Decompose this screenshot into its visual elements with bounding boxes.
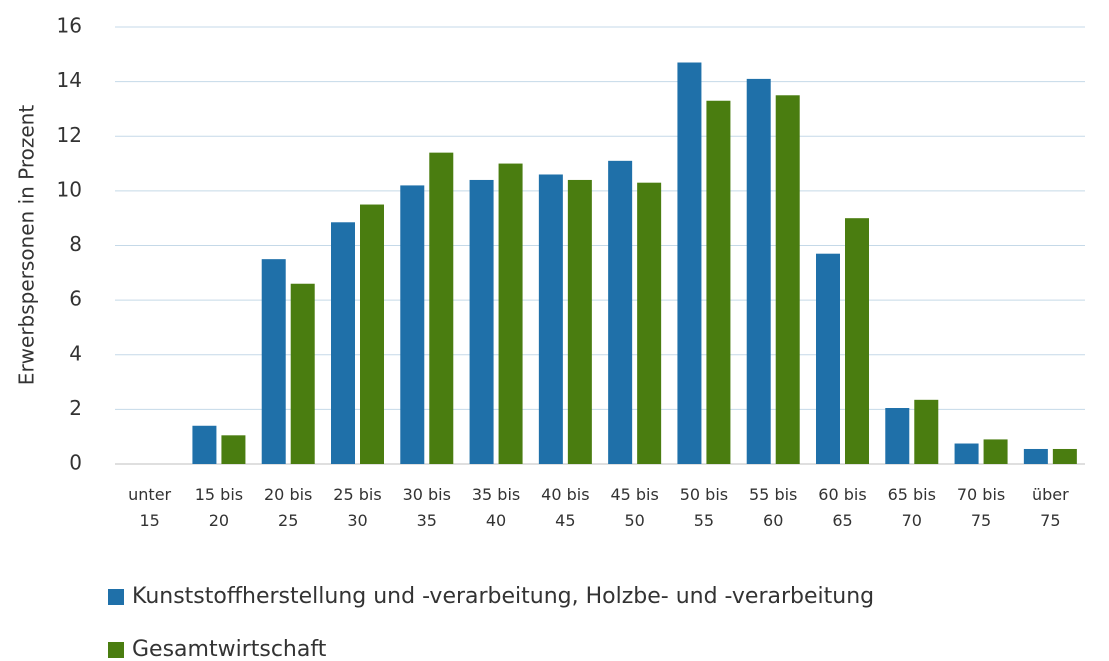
x-tick-label: unter 15 bbox=[128, 485, 172, 530]
bar bbox=[637, 182, 662, 464]
bar bbox=[677, 62, 702, 464]
x-tick-label: über 75 bbox=[1031, 485, 1069, 530]
bar bbox=[1023, 448, 1048, 464]
bar bbox=[221, 435, 246, 464]
bar bbox=[261, 259, 286, 464]
bar bbox=[400, 185, 425, 464]
bar bbox=[914, 399, 939, 464]
y-tick-label: 16 bbox=[57, 14, 82, 38]
legend-swatch bbox=[108, 642, 124, 658]
legend-label: Kunststoffherstellung und -verarbeitung,… bbox=[132, 584, 874, 609]
y-tick-label: 10 bbox=[57, 177, 82, 201]
bar bbox=[706, 100, 731, 465]
x-tick-label: 65 bis 70 bbox=[887, 485, 936, 530]
bar bbox=[429, 152, 454, 464]
bar bbox=[983, 439, 1008, 464]
bar bbox=[290, 283, 315, 464]
y-tick-label: 0 bbox=[69, 451, 82, 475]
x-tick-label: 60 bis 65 bbox=[818, 485, 867, 530]
bar bbox=[331, 222, 355, 464]
bar bbox=[498, 163, 523, 464]
x-tick-label: 25 bis 30 bbox=[333, 485, 382, 530]
x-tick-label: 15 bis 20 bbox=[194, 485, 244, 530]
x-tick-label: 55 bis 60 bbox=[749, 485, 798, 530]
y-tick-label: 12 bbox=[57, 123, 82, 147]
bar bbox=[538, 174, 563, 465]
bar bbox=[192, 425, 217, 464]
y-tick-label: 6 bbox=[69, 287, 82, 311]
bar bbox=[746, 78, 771, 465]
y-tick-label: 8 bbox=[69, 232, 82, 256]
bar bbox=[608, 160, 633, 465]
x-tick-label: 45 bis 50 bbox=[610, 485, 659, 530]
bar bbox=[845, 218, 869, 464]
x-tick-label: 70 bis 75 bbox=[956, 485, 1006, 530]
bar bbox=[567, 179, 592, 464]
bar bbox=[775, 95, 800, 464]
x-tick-label: 30 bis 35 bbox=[402, 485, 451, 530]
bar bbox=[1052, 448, 1077, 464]
bar bbox=[816, 253, 840, 464]
legend-label: Gesamtwirtschaft bbox=[132, 637, 327, 661]
bar bbox=[360, 204, 384, 464]
bar bbox=[954, 443, 979, 464]
x-tick-label: 35 bis 40 bbox=[471, 485, 521, 530]
y-tick-label: 2 bbox=[69, 396, 82, 420]
y-tick-label: 4 bbox=[69, 341, 82, 365]
bar bbox=[885, 408, 910, 464]
y-tick-label: 14 bbox=[57, 68, 82, 92]
legend-swatch bbox=[108, 589, 124, 605]
bar bbox=[469, 179, 494, 464]
x-tick-label: 40 bis 45 bbox=[541, 485, 590, 530]
x-tick-label: 50 bis 55 bbox=[679, 485, 729, 530]
y-axis-label: Erwerbspersonen in Prozent bbox=[15, 105, 39, 386]
x-tick-label: 20 bis 25 bbox=[264, 485, 313, 530]
